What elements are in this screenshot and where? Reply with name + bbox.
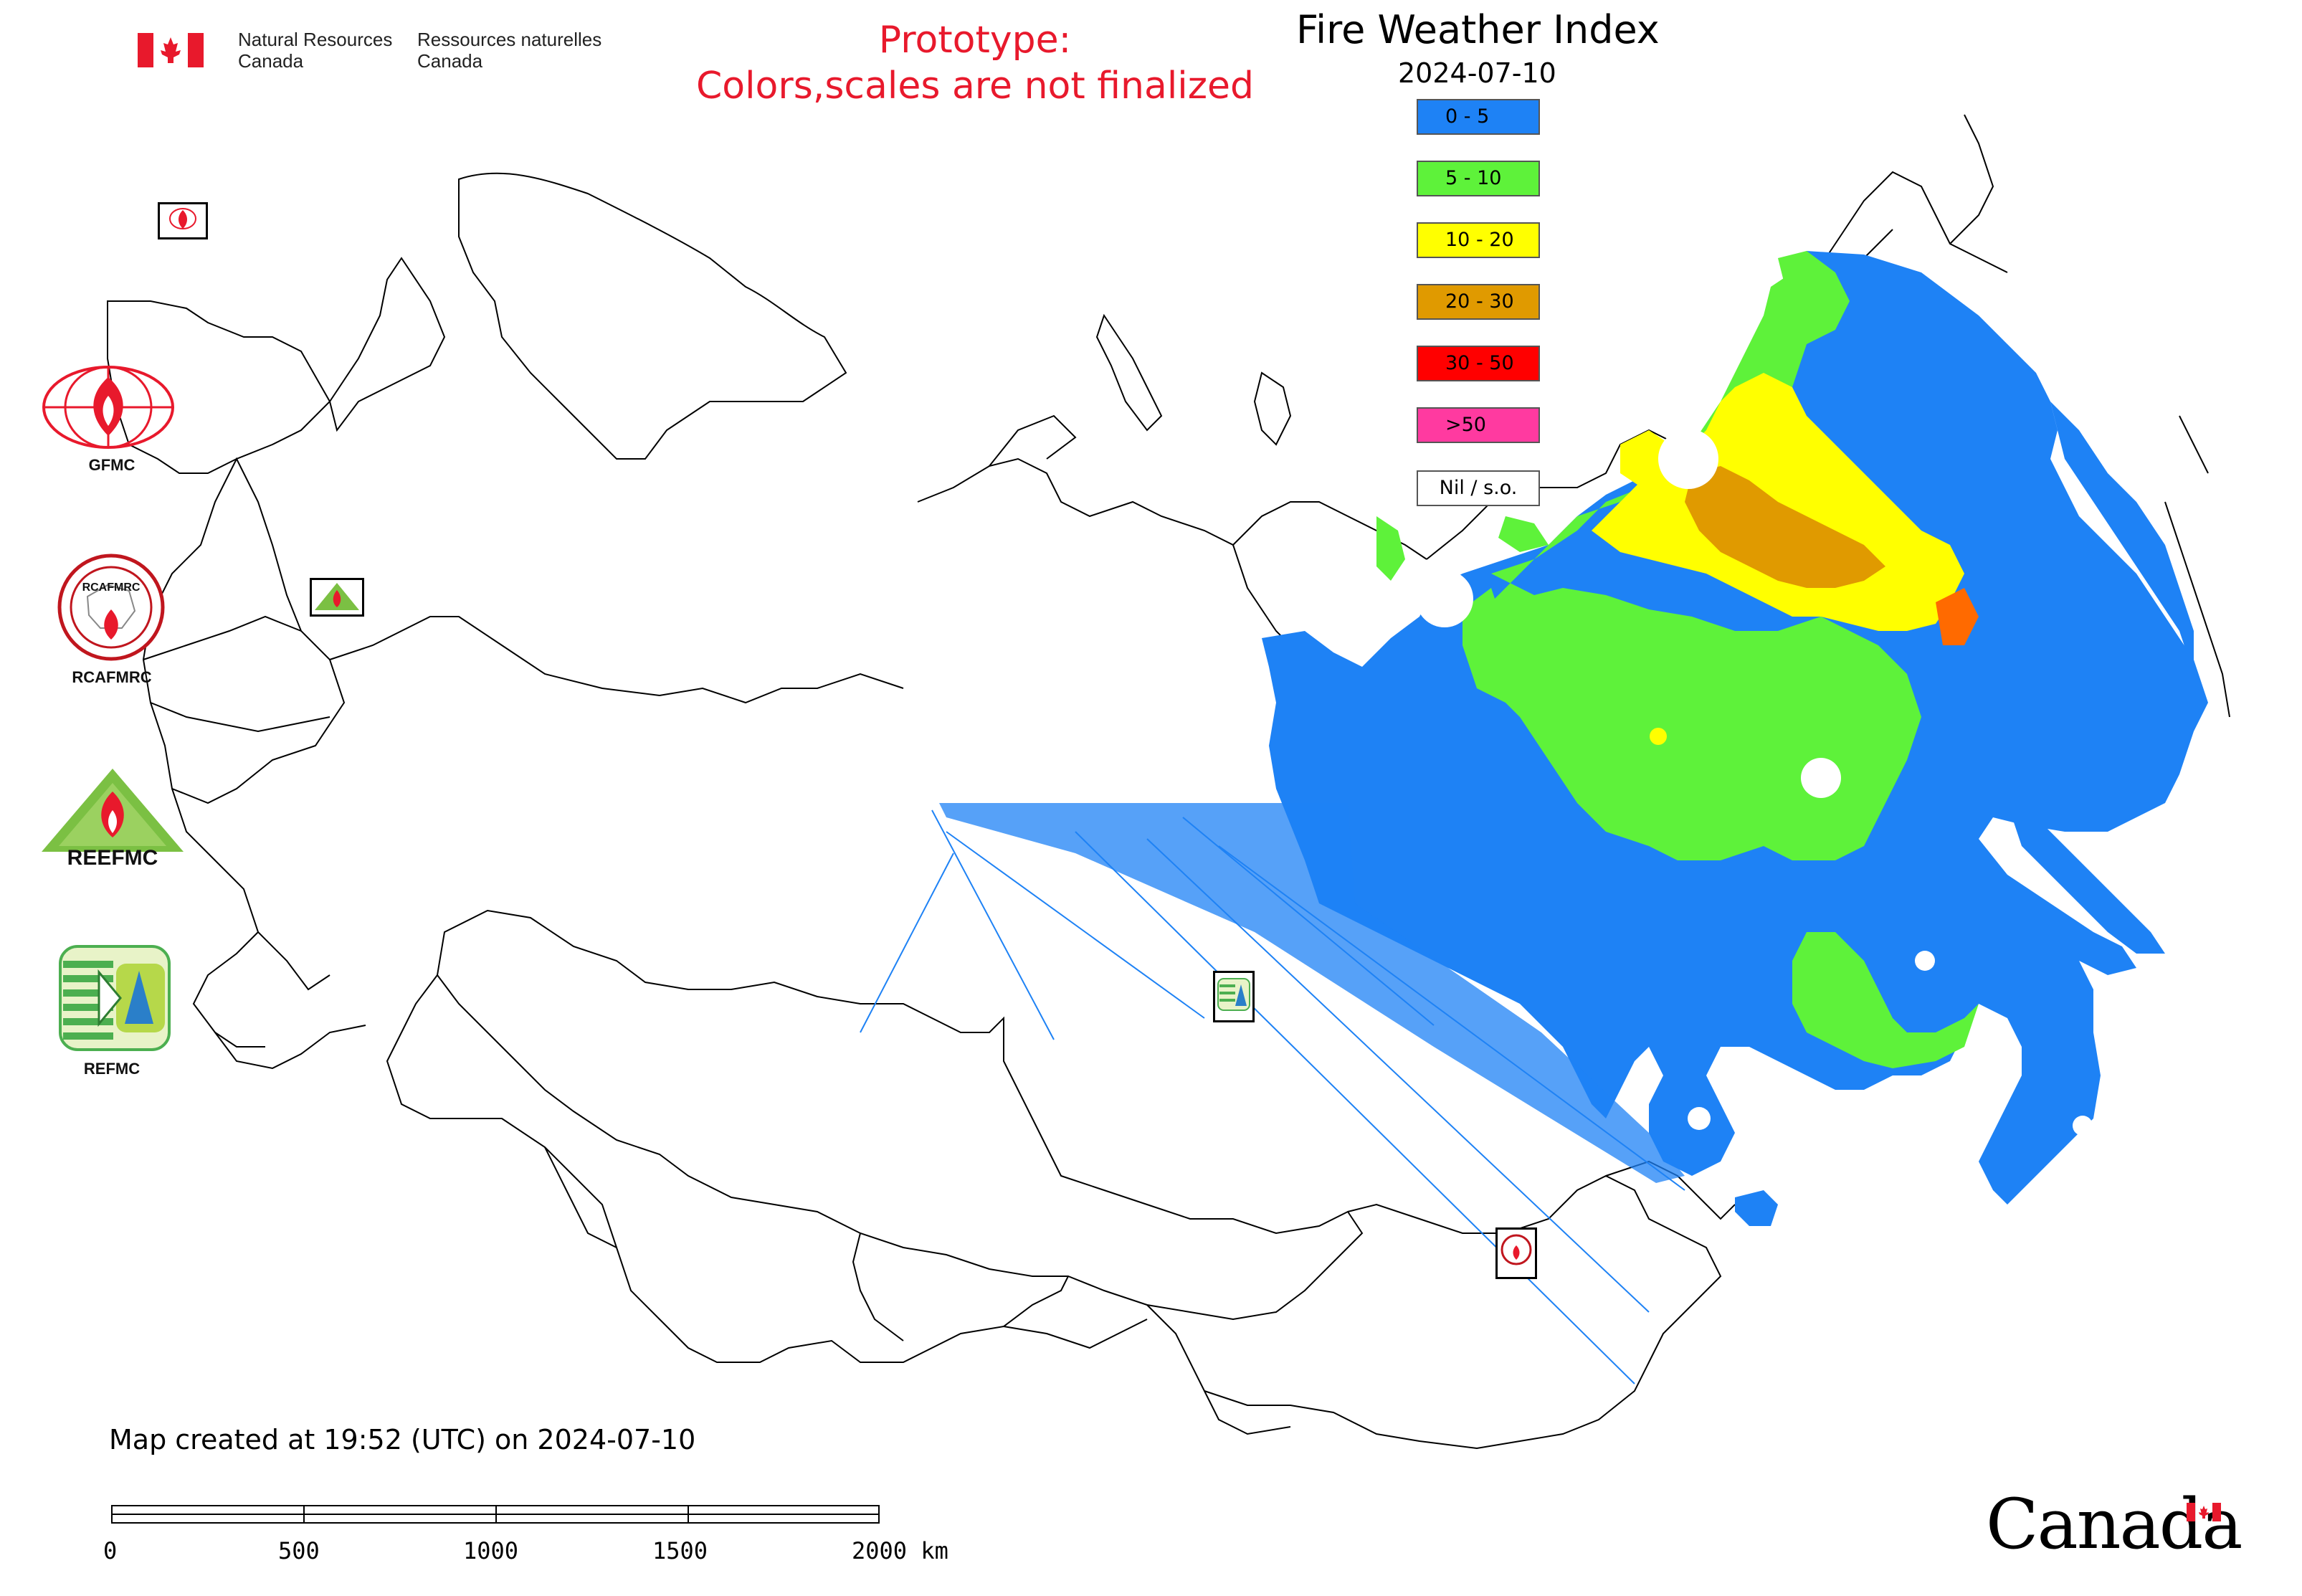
reefmc-logo-text: REEFMC [67, 846, 158, 866]
prototype-notice: Prototype: Colors,scales are not finaliz… [695, 19, 1255, 108]
fwi-nil-circle [1801, 758, 1841, 798]
legend-item-over-50: >50 [1417, 407, 1540, 443]
fwi-region-green-west [1462, 588, 1534, 703]
scale-label-0: 0 [103, 1537, 118, 1564]
canada-wordmark: Canada [1986, 1484, 2242, 1564]
fwi-nil-circle [1915, 951, 1935, 971]
scale-label-500: 500 [278, 1537, 320, 1564]
fwi-nil-circle [1658, 429, 1718, 489]
legend-item-nil: Nil / s.o. [1417, 470, 1540, 506]
map-date: 2024-07-10 [1398, 57, 1556, 89]
fwi-region-green [1477, 272, 1921, 860]
fwi-region-blue-sakhalin [2007, 803, 2165, 954]
refmc-map-marker-icon [1213, 971, 1255, 1022]
fwi-nil-circle [1688, 1107, 1711, 1130]
reefmc-map-marker-icon [310, 578, 364, 617]
fwi-region-blue-east [2050, 402, 2194, 674]
rcafmrc-logo: RCAFMRC [57, 554, 165, 661]
fwi-raster [860, 251, 2208, 1384]
gfmc-logo [40, 364, 176, 450]
fwi-nil-circle [1416, 570, 1473, 627]
fwi-region-orange-east [1936, 588, 1979, 645]
fwi-region-blue-korea [1735, 1190, 1778, 1226]
reefmc-logo: REEFMC [37, 766, 188, 870]
fwi-region-green-yamal [1376, 516, 1405, 581]
legend-item-10-20: 10 - 20 [1417, 222, 1540, 258]
fwi-region-yellow-west [1620, 430, 1670, 488]
gfmc-label: GFMC [88, 456, 135, 474]
legend-item-20-30: 20 - 30 [1417, 284, 1540, 320]
rcafmrc-label: RCAFMRC [72, 668, 152, 686]
rcafmrc-map-marker-icon [1495, 1227, 1537, 1279]
scale-label-1000: 1000 [463, 1537, 519, 1564]
map-title: Fire Weather Index [1296, 7, 1660, 52]
canada-flag-icon [138, 33, 204, 67]
fwi-striping [939, 803, 1685, 1183]
gfmc-map-marker-icon [158, 202, 208, 239]
refmc-label: REFMC [83, 1060, 141, 1078]
scale-label-2000km: 2000 km [852, 1537, 948, 1564]
fwi-nil-circle [2073, 1116, 2093, 1136]
fwi-stripe-lines [860, 809, 1685, 1384]
rcafmrc-logo-text: RCAFMRC [82, 581, 141, 594]
org-name-fr: Ressources naturelles Canada [417, 29, 602, 72]
legend-item-5-10: 5 - 10 [1417, 161, 1540, 196]
fwi-yellow-dot [1650, 728, 1667, 745]
legend-item-0-5: 0 - 5 [1417, 99, 1540, 135]
fwi-region-green-north [1778, 251, 1850, 344]
org-name-en: Natural Resources Canada [238, 29, 393, 72]
scale-label-1500: 1500 [652, 1537, 708, 1564]
fwi-region-orange [1685, 466, 1885, 588]
refmc-logo [59, 945, 171, 1051]
map-created-timestamp: Map created at 19:52 (UTC) on 2024-07-10 [109, 1424, 696, 1455]
scale-bar [111, 1505, 880, 1524]
fwi-region-green-taimyr [1498, 516, 1549, 552]
fwi-region-green-south [1792, 932, 1979, 1068]
canada-wordmark-flag-icon [2187, 1503, 2221, 1521]
legend-item-30-50: 30 - 50 [1417, 346, 1540, 381]
